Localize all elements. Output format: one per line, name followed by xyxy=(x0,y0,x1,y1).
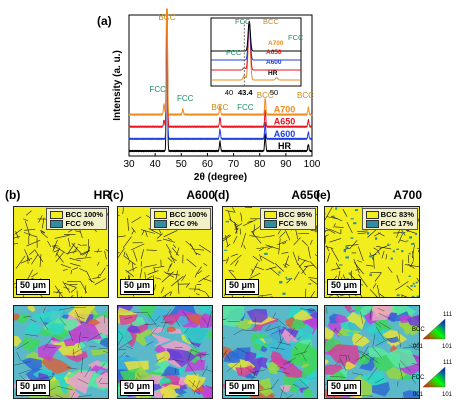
xrd-x-tick-label: 70 xyxy=(228,159,240,170)
ipf-key-top: 111 xyxy=(443,360,453,366)
xrd-x-tick-label: 80 xyxy=(254,159,266,170)
inset-series-hr xyxy=(211,21,301,52)
ipf-map: 50 μm xyxy=(117,305,213,399)
scale-bar: 50 μm xyxy=(120,279,155,295)
inset-x-tick-label: 50 xyxy=(270,88,278,97)
fcc-fraction: FCC 0% xyxy=(65,219,94,229)
scale-bar: 50 μm xyxy=(225,380,260,396)
xrd-peak-annotation: BCC xyxy=(297,91,314,100)
inset-marker-label: 43.4 xyxy=(238,88,253,97)
xrd-peak-annotation: BCC xyxy=(257,91,274,100)
inset-x-tick-label: 40 xyxy=(225,88,233,97)
inset-series-a600 xyxy=(211,21,301,61)
phase-legend: BCC 95% FCC 5% xyxy=(259,208,316,231)
panel-label: (d) xyxy=(214,188,230,202)
inset-series-label: HR xyxy=(268,70,278,77)
ipf-key-right: 101 xyxy=(442,344,453,350)
xrd-peak-annotation: BCC xyxy=(158,13,175,22)
phase-map: BCC 95% FCC 5% 50 μm xyxy=(222,206,318,298)
xrd-series-label: HR xyxy=(278,141,291,151)
ipf-map: 50 μm xyxy=(13,305,109,399)
scale-bar: 50 μm xyxy=(225,279,260,295)
bcc-fraction: BCC 100% xyxy=(65,210,103,219)
ipf-map: 50 μm xyxy=(222,305,318,399)
xrd-x-tick-label: 90 xyxy=(280,159,292,170)
xrd-peak-annotation: FCC xyxy=(177,94,194,103)
xrd-peak-annotation: BCC xyxy=(212,103,229,112)
bcc-fraction: BCC 100% xyxy=(169,210,207,219)
xrd-plot-frame xyxy=(128,14,313,157)
ipf-map: 50 μm xyxy=(324,305,420,399)
xrd-y-axis-label: Intensity (a. u.) xyxy=(112,50,123,121)
scale-bar: 50 μm xyxy=(16,380,51,396)
xrd-peak-annotation: FCC xyxy=(237,103,254,112)
sample-name: A700 xyxy=(393,188,422,202)
xrd-x-axis-label: 2θ (degree) xyxy=(194,172,247,183)
scale-bar-label: 50 μm xyxy=(20,280,47,290)
scale-bar-label: 50 μm xyxy=(331,381,358,391)
inset-series-label: A700 xyxy=(268,40,284,47)
inset-series-a650 xyxy=(211,22,301,71)
xrd-series-a650 xyxy=(128,8,313,129)
ipf-key-right: 101 xyxy=(442,392,453,398)
scale-bar-label: 50 μm xyxy=(331,280,358,290)
xrd-series-hr xyxy=(128,15,313,153)
panel-label: (e) xyxy=(316,188,331,202)
fcc-fraction: FCC 17% xyxy=(380,219,414,229)
scale-bar: 50 μm xyxy=(120,380,155,396)
panel-label: (b) xyxy=(5,188,21,202)
xrd-series-label: A700 xyxy=(274,105,296,115)
panel-label: (c) xyxy=(109,188,124,202)
xrd-series-a600 xyxy=(128,8,313,141)
scale-bar-label: 50 μm xyxy=(229,381,256,391)
sample-name: HR xyxy=(93,188,111,202)
sample-name: A650 xyxy=(291,188,320,202)
phase-legend: BCC 83% FCC 17% xyxy=(361,208,418,231)
inset-peak-annotation: BCC xyxy=(263,17,279,26)
xrd-inset-frame xyxy=(210,17,302,87)
ipf-key-phase: BCC xyxy=(412,327,425,333)
phase-legend: BCC 100% FCC 0% xyxy=(46,208,107,231)
phase-map: BCC 83% FCC 17% 50 μm xyxy=(324,206,420,298)
ipf-key-phase: FCC xyxy=(412,375,425,381)
inset-series-label: A650 xyxy=(266,49,282,56)
fcc-fraction: FCC 0% xyxy=(169,219,198,229)
xrd-x-tick-label: 60 xyxy=(202,159,214,170)
ipf-color-key: BCC 111 001 101 FCC 111 001 101 xyxy=(412,312,453,398)
xrd-series-label: A600 xyxy=(274,129,296,139)
bcc-fraction: BCC 83% xyxy=(380,210,414,219)
phase-map: BCC 100% FCC 0% 50 μm xyxy=(117,206,213,298)
xrd-x-tick-label: 50 xyxy=(176,159,188,170)
xrd-x-tick-label: 100 xyxy=(304,159,321,170)
inset-series-a700 xyxy=(211,22,301,81)
inset-series-label: A600 xyxy=(266,59,282,66)
sample-name: A600 xyxy=(186,188,215,202)
inset-peak-annotation: FCC xyxy=(235,17,251,26)
xrd-x-tick-label: 30 xyxy=(123,159,135,170)
panel-a-label: (a) xyxy=(97,14,112,28)
ipf-key-left: 001 xyxy=(413,392,424,398)
phase-map: BCC 100% FCC 0% 50 μm xyxy=(13,206,109,298)
scale-bar: 50 μm xyxy=(327,279,362,295)
inset-peak-annotation: FCC xyxy=(226,48,242,57)
scale-bar-label: 50 μm xyxy=(124,381,151,391)
xrd-series-label: A650 xyxy=(274,117,296,127)
ipf-key-triangle xyxy=(422,318,446,340)
scale-bar-label: 50 μm xyxy=(124,280,151,290)
scale-bar: 50 μm xyxy=(327,380,362,396)
xrd-peak-annotation: FCC xyxy=(150,85,167,94)
scale-bar-label: 50 μm xyxy=(20,381,47,391)
xrd-series-a700 xyxy=(128,8,313,116)
fcc-fraction: FCC 5% xyxy=(278,219,307,229)
ipf-key-triangle xyxy=(422,366,446,388)
ipf-key-left: 001 xyxy=(413,344,424,350)
scale-bar: 50 μm xyxy=(16,279,51,295)
bcc-fraction: BCC 95% xyxy=(278,210,312,219)
phase-legend: BCC 100% FCC 0% xyxy=(150,208,211,231)
ipf-key-top: 111 xyxy=(443,312,453,318)
scale-bar-label: 50 μm xyxy=(229,280,256,290)
inset-peak-annotation: FCC xyxy=(288,33,304,42)
xrd-x-tick-label: 40 xyxy=(150,159,162,170)
